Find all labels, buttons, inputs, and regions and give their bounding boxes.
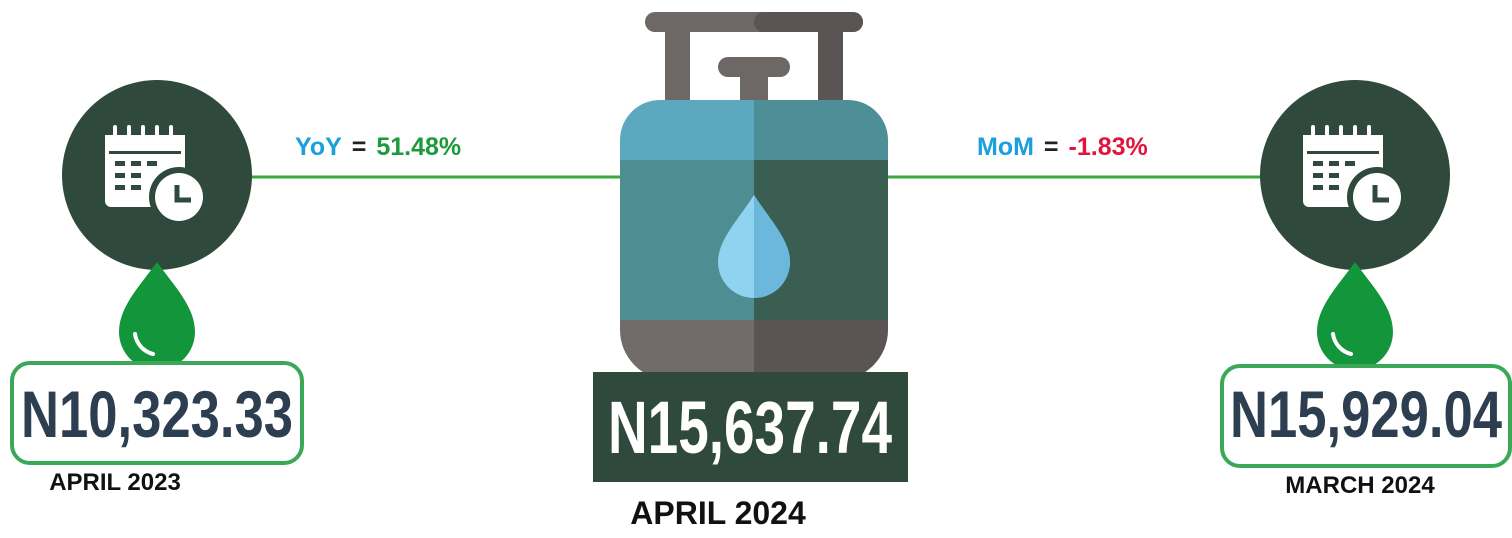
price: N10,323.33 <box>21 377 293 451</box>
label: MoM <box>977 133 1034 161</box>
price: N15,929.04 <box>1230 377 1502 451</box>
label: YoY <box>295 133 342 161</box>
gas-cylinder <box>620 12 888 380</box>
separator: = <box>1044 133 1059 161</box>
infographic: N10,323.33 N15,929.04 N15,637.74 APRIL 2… <box>0 0 1512 538</box>
drop-icon <box>119 262 195 370</box>
yoy-change: YoY = 51.48% <box>295 133 461 161</box>
drop-icon <box>1317 262 1393 370</box>
calendar-icon <box>62 80 252 270</box>
period: MARCH 2024 <box>1285 472 1435 499</box>
period: APRIL 2024 <box>630 495 806 531</box>
separator: = <box>352 133 367 161</box>
period: APRIL 2023 <box>49 469 181 496</box>
value: -1.83% <box>1069 133 1148 161</box>
mom-change: MoM = -1.83% <box>977 133 1148 161</box>
price: N15,637.74 <box>608 386 892 469</box>
calendar-icon <box>1260 80 1450 270</box>
value: 51.48% <box>376 133 461 161</box>
